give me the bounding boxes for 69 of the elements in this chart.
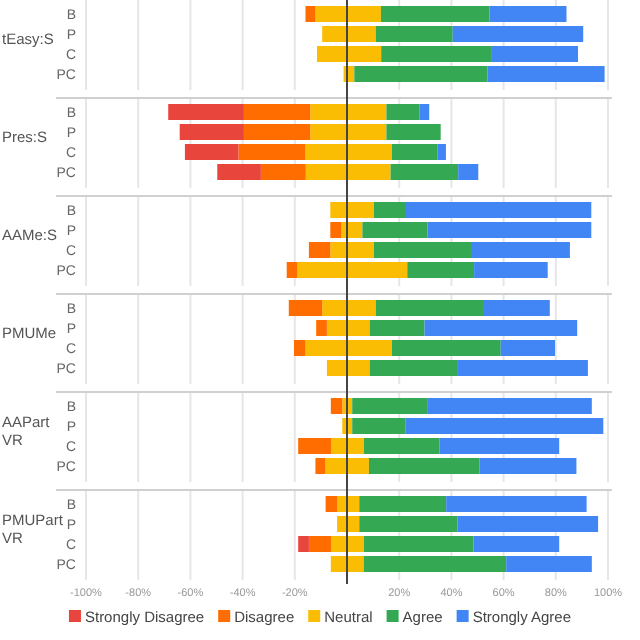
bar bbox=[325, 496, 338, 512]
bar bbox=[362, 222, 428, 238]
bar bbox=[373, 242, 471, 258]
bar bbox=[405, 202, 592, 218]
bar bbox=[390, 164, 459, 180]
bar bbox=[474, 262, 548, 278]
bar bbox=[391, 144, 438, 160]
bar bbox=[308, 242, 331, 258]
bar bbox=[369, 360, 458, 376]
bar bbox=[168, 104, 244, 120]
bar bbox=[369, 320, 425, 336]
bar bbox=[386, 124, 441, 140]
bar bbox=[354, 66, 488, 82]
bar bbox=[457, 516, 599, 532]
bar bbox=[243, 104, 311, 120]
bar bbox=[489, 6, 567, 22]
bar bbox=[427, 222, 592, 238]
bar bbox=[330, 222, 341, 238]
bar bbox=[373, 202, 406, 218]
bar bbox=[238, 144, 306, 160]
bar bbox=[446, 496, 587, 512]
bar bbox=[243, 124, 311, 140]
bar bbox=[286, 262, 298, 278]
bar bbox=[368, 458, 480, 474]
bar bbox=[330, 398, 343, 414]
bar bbox=[294, 340, 306, 356]
bar bbox=[315, 458, 326, 474]
bar bbox=[363, 536, 474, 552]
bar bbox=[470, 242, 570, 258]
bar bbox=[375, 300, 483, 316]
bar bbox=[359, 496, 447, 512]
bar bbox=[427, 398, 592, 414]
bar bbox=[380, 6, 490, 22]
bar bbox=[452, 26, 584, 42]
bar bbox=[363, 438, 440, 454]
bar bbox=[298, 438, 332, 454]
bar bbox=[347, 222, 363, 238]
bar bbox=[381, 46, 492, 62]
bar bbox=[316, 320, 327, 336]
bar bbox=[500, 340, 556, 356]
bar bbox=[437, 144, 446, 160]
bar bbox=[305, 6, 316, 22]
bar bbox=[473, 536, 560, 552]
bar bbox=[482, 300, 550, 316]
bar bbox=[386, 104, 420, 120]
bar bbox=[405, 418, 604, 434]
bar bbox=[298, 536, 309, 552]
bar bbox=[260, 164, 306, 180]
bar bbox=[363, 556, 507, 572]
bar bbox=[439, 438, 560, 454]
bar bbox=[419, 104, 430, 120]
bar bbox=[217, 164, 261, 180]
bar bbox=[375, 26, 453, 42]
bar bbox=[424, 320, 578, 336]
bar bbox=[359, 516, 458, 532]
bar bbox=[458, 164, 479, 180]
bar bbox=[506, 556, 592, 572]
bar bbox=[179, 124, 244, 140]
bar bbox=[487, 66, 605, 82]
bar bbox=[407, 262, 475, 278]
bar bbox=[491, 46, 578, 62]
bar bbox=[184, 144, 239, 160]
bar bbox=[457, 360, 588, 376]
bar bbox=[391, 340, 501, 356]
bar bbox=[352, 398, 428, 414]
bar bbox=[479, 458, 577, 474]
bar bbox=[308, 536, 332, 552]
bar bbox=[288, 300, 323, 316]
bar bbox=[352, 418, 406, 434]
